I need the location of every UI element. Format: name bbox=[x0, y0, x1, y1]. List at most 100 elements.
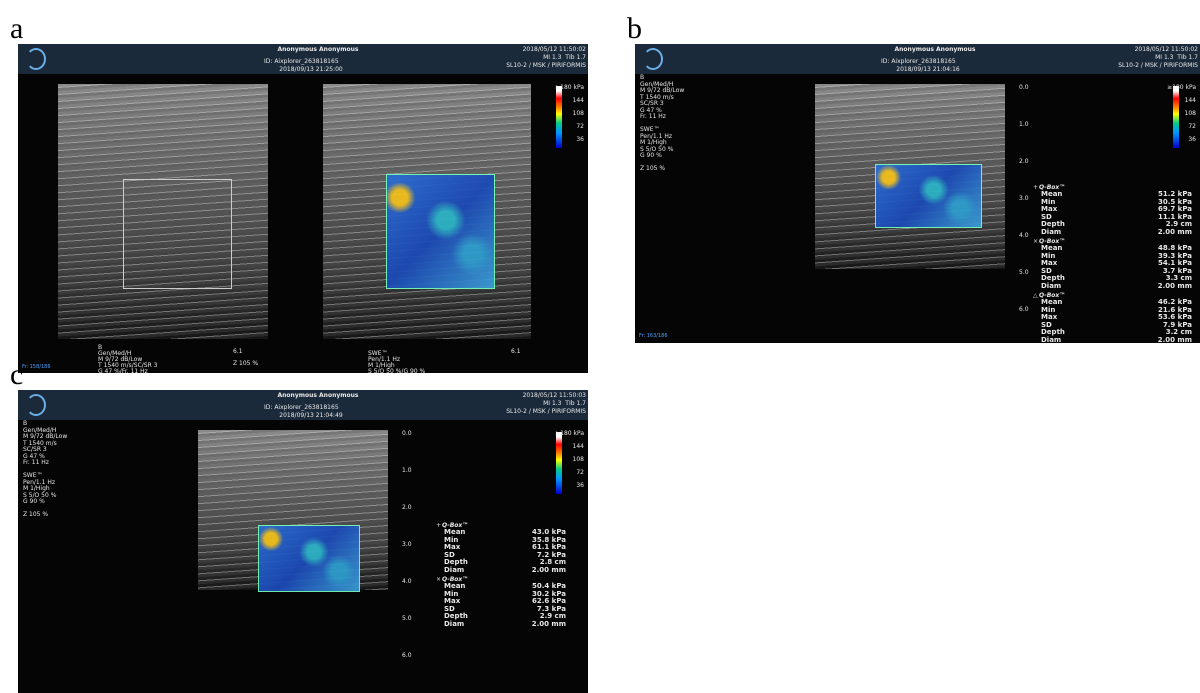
color-bar bbox=[556, 432, 562, 494]
scale-label: ≥180 kPa bbox=[555, 430, 584, 437]
scale-label: 144 bbox=[573, 443, 584, 450]
qbox-stat: Mean bbox=[1041, 245, 1062, 252]
probe: SL10-2 / MSK / PIRIFORMIS bbox=[506, 408, 586, 415]
qbox-stat: Mean bbox=[444, 529, 465, 536]
scale-label: 36 bbox=[576, 136, 584, 143]
qbox-symbol: + bbox=[1033, 184, 1038, 191]
depth-tick: 3.0 bbox=[402, 541, 412, 548]
patient-id: ID: Aixplorer_263818165 bbox=[881, 58, 956, 65]
panel-label: a bbox=[10, 14, 23, 44]
logo bbox=[643, 48, 663, 70]
depth: 6.1 bbox=[233, 348, 243, 355]
qbox-value: 48.8 kPa bbox=[1158, 245, 1192, 252]
depth-tick: 3.0 bbox=[1019, 195, 1029, 202]
mi-index: MI 1.3 TIb 1.7 bbox=[543, 400, 586, 407]
scale-label: ≥180 kPa bbox=[1167, 84, 1196, 91]
qbox-stat: Max bbox=[1041, 260, 1057, 267]
qbox-symbol: × bbox=[1033, 238, 1038, 245]
depth-tick: 4.0 bbox=[402, 578, 412, 585]
qbox-value: 61.1 kPa bbox=[532, 544, 566, 551]
qbox-symbol: △ bbox=[1033, 292, 1038, 299]
frame-counter: Fr: 158/186 bbox=[22, 364, 51, 370]
qbox-value: 2.00 mm bbox=[1158, 337, 1192, 344]
qbox-value: 2.00 mm bbox=[1158, 283, 1192, 290]
depth-tick: 1.0 bbox=[402, 467, 412, 474]
qbox-stat: Depth bbox=[444, 613, 468, 620]
zoom: Z 105 % bbox=[233, 360, 258, 367]
patient-id: ID: Aixplorer_263818165 bbox=[264, 58, 339, 65]
panel-label: b bbox=[627, 14, 642, 44]
ultrasound-screen: Anonymous Anonymous 2018/05/12 11:50:03MI… bbox=[18, 390, 588, 693]
qbox-value: 43.0 kPa bbox=[532, 529, 566, 536]
qbox-stat: Max bbox=[444, 598, 460, 605]
panel-label: c bbox=[10, 360, 23, 390]
qbox-value: 2.9 cm bbox=[540, 613, 566, 620]
mi-index: MI 1.3 TIb 1.7 bbox=[1155, 54, 1198, 61]
depth-tick: 0.0 bbox=[402, 430, 412, 437]
qbox-stat: Diam bbox=[444, 567, 464, 574]
logo bbox=[26, 394, 46, 416]
scale-label: 108 bbox=[573, 456, 584, 463]
qbox-value: 2.00 mm bbox=[1158, 229, 1192, 236]
qbox-stat: Diam bbox=[1041, 283, 1061, 290]
qbox-stat: Max bbox=[1041, 314, 1057, 321]
qbox-value: 3.3 cm bbox=[1166, 275, 1192, 282]
qbox-stat: Depth bbox=[1041, 275, 1065, 282]
setting: G 90 % bbox=[640, 152, 662, 159]
qbox-stat: Mean bbox=[1041, 191, 1062, 198]
patient-name: Anonymous Anonymous bbox=[278, 46, 359, 53]
scale-label: 36 bbox=[576, 482, 584, 489]
depth-tick: 4.0 bbox=[1019, 232, 1029, 239]
logo bbox=[26, 48, 46, 70]
datetime: 2018/05/12 11:50:03 bbox=[523, 392, 586, 399]
qbox-symbol: + bbox=[436, 522, 441, 529]
qbox-stat: Depth bbox=[1041, 221, 1065, 228]
swe-setting: S 5/O 50 %/G 90 % bbox=[368, 368, 425, 373]
qbox-stat: Diam bbox=[444, 621, 464, 628]
qbox-stat: Depth bbox=[444, 559, 468, 566]
color-bar bbox=[1173, 86, 1179, 148]
qbox-value: 62.6 kPa bbox=[532, 598, 566, 605]
qbox-value: 51.2 kPa bbox=[1158, 191, 1192, 198]
mi-index: MI 1.3 TIb 1.7 bbox=[543, 54, 586, 61]
scale-label: 144 bbox=[573, 97, 584, 104]
scale-label: 72 bbox=[576, 123, 584, 130]
patient-name: Anonymous Anonymous bbox=[278, 392, 359, 399]
exam-date: 2018/09/13 21:25:00 bbox=[279, 66, 342, 73]
qbox-value: 2.00 mm bbox=[532, 621, 566, 628]
setting: Z 105 % bbox=[640, 165, 665, 172]
scale-label: 72 bbox=[576, 469, 584, 476]
setting: Fr. 11 Hz bbox=[640, 113, 666, 120]
qbox-stat: Depth bbox=[1041, 329, 1065, 336]
depth-tick: 5.0 bbox=[1019, 269, 1029, 276]
depth-tick: 2.0 bbox=[402, 504, 412, 511]
qbox-value: 53.6 kPa bbox=[1158, 314, 1192, 321]
frame-counter: Fr: 163/186 bbox=[639, 333, 668, 339]
qbox-value: 2.00 mm bbox=[532, 567, 566, 574]
swe-map bbox=[258, 525, 360, 592]
setting: Z 105 % bbox=[23, 511, 48, 518]
depth: 6.1 bbox=[511, 348, 521, 355]
qbox-value: 2.8 cm bbox=[540, 559, 566, 566]
setting: G 90 % bbox=[23, 498, 45, 505]
scale-label: 108 bbox=[573, 110, 584, 117]
scale-label: 36 bbox=[1188, 136, 1196, 143]
swe-map bbox=[875, 164, 982, 228]
ultrasound-screen: Anonymous Anonymous2018/05/12 11:50:02MI… bbox=[18, 44, 588, 373]
ultrasound-screen: Anonymous Anonymous2018/05/12 11:50:02MI… bbox=[635, 44, 1200, 343]
patient-name: Anonymous Anonymous bbox=[895, 46, 976, 53]
scale-label: 72 bbox=[1188, 123, 1196, 130]
color-bar bbox=[556, 86, 562, 148]
depth-tick: 6.0 bbox=[1019, 306, 1029, 313]
figure: aAnonymous Anonymous2018/05/12 11:50:02M… bbox=[0, 0, 1200, 693]
b-setting: G 47 %/Fr. 11 Hz bbox=[98, 368, 148, 373]
qbox-value: 50.4 kPa bbox=[532, 583, 566, 590]
exam-date: 2018/09/13 21:04:49 bbox=[279, 412, 342, 419]
setting: Fr. 11 Hz bbox=[23, 459, 49, 466]
probe: SL10-2 / MSK / PIRIFORMIS bbox=[1118, 62, 1198, 69]
depth-tick: 1.0 bbox=[1019, 121, 1029, 128]
depth-tick: 6.0 bbox=[402, 652, 412, 659]
qbox-stat: Diam bbox=[1041, 337, 1061, 344]
qbox-value: 3.2 cm bbox=[1166, 329, 1192, 336]
roi-box bbox=[123, 179, 232, 289]
